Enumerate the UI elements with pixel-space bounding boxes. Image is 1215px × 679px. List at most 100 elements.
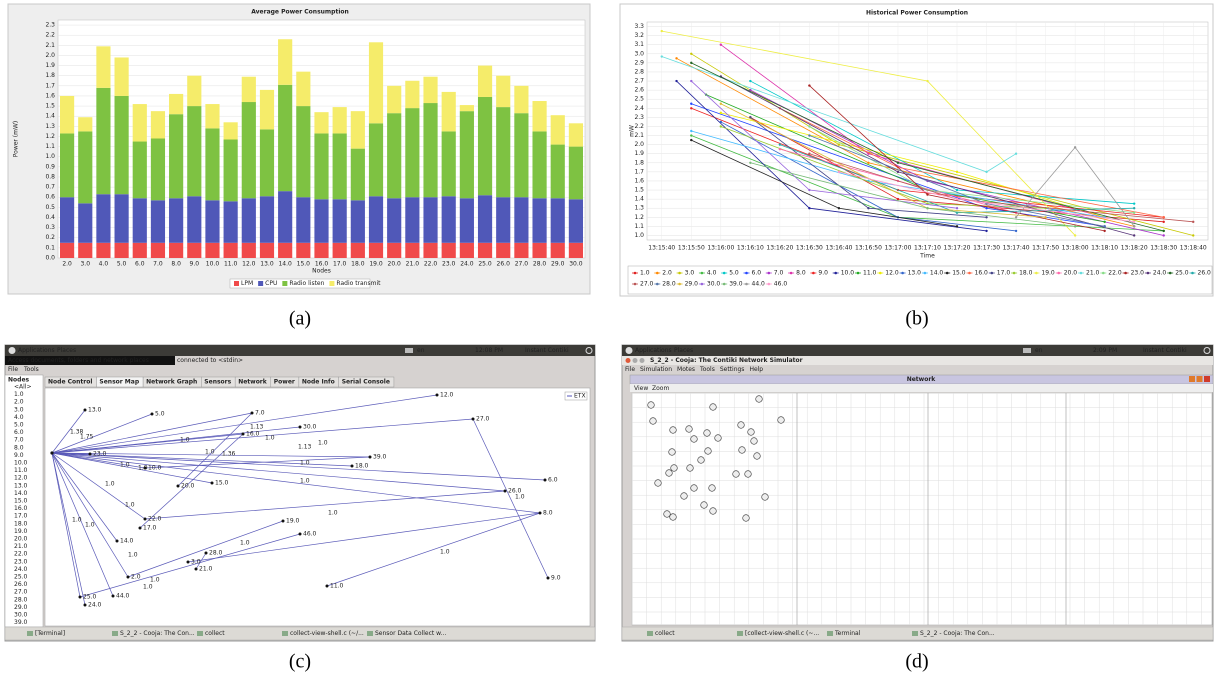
data-point bbox=[1103, 221, 1105, 223]
mote[interactable] bbox=[655, 480, 662, 487]
bar-segment bbox=[514, 243, 528, 258]
bar-segment bbox=[78, 203, 92, 242]
data-point bbox=[720, 103, 722, 105]
mote[interactable] bbox=[739, 447, 746, 454]
mote[interactable] bbox=[778, 417, 785, 424]
bar-segment bbox=[187, 196, 201, 243]
legend-label: 18.0 bbox=[1019, 270, 1033, 277]
mote[interactable] bbox=[743, 515, 750, 522]
caption: (b) bbox=[905, 308, 928, 330]
data-point bbox=[661, 55, 663, 57]
bar-segment bbox=[478, 243, 492, 258]
window-button[interactable] bbox=[1204, 376, 1210, 382]
data-point bbox=[838, 207, 840, 209]
data-point bbox=[661, 30, 663, 32]
legend-marker bbox=[1124, 272, 1127, 275]
bar-segment bbox=[405, 108, 419, 197]
data-point bbox=[749, 80, 751, 82]
taskbar-icon bbox=[112, 631, 118, 636]
map-node bbox=[79, 596, 82, 599]
map-node bbox=[89, 453, 92, 456]
y-tick-label: 2.1 bbox=[634, 132, 644, 139]
map-node bbox=[326, 585, 329, 588]
mote[interactable] bbox=[691, 436, 698, 443]
bar-segment bbox=[387, 113, 401, 198]
mote[interactable] bbox=[664, 511, 671, 518]
x-axis-label: Time bbox=[919, 253, 935, 260]
mote[interactable] bbox=[710, 508, 717, 515]
bar-segment bbox=[78, 117, 92, 131]
bar-segment bbox=[496, 243, 510, 258]
mote[interactable] bbox=[709, 485, 716, 492]
mote[interactable] bbox=[666, 470, 673, 477]
network-menu: View bbox=[634, 385, 648, 392]
y-tick-label: 2.4 bbox=[634, 105, 644, 112]
mote[interactable] bbox=[762, 494, 769, 501]
mote[interactable] bbox=[687, 465, 694, 472]
window-button[interactable] bbox=[1189, 376, 1195, 382]
top-menu: Applications bbox=[635, 347, 672, 354]
window-button[interactable] bbox=[1197, 376, 1203, 382]
legend-label: 25.0 bbox=[1175, 270, 1189, 277]
bar-segment bbox=[387, 243, 401, 258]
window-button[interactable] bbox=[626, 358, 631, 363]
mote[interactable] bbox=[738, 422, 745, 429]
window-button[interactable] bbox=[640, 358, 645, 363]
mote[interactable] bbox=[681, 493, 688, 500]
y-tick-label: 3.1 bbox=[634, 41, 644, 48]
window-title: connected to <stdin> bbox=[177, 357, 243, 364]
mote[interactable] bbox=[671, 465, 678, 472]
mote[interactable] bbox=[704, 430, 711, 437]
bar-segment bbox=[151, 111, 165, 138]
data-point bbox=[1133, 212, 1135, 214]
data-point bbox=[720, 121, 722, 123]
window-button[interactable] bbox=[633, 358, 638, 363]
map-node bbox=[139, 527, 142, 530]
mote[interactable] bbox=[733, 471, 740, 478]
legend-marker bbox=[1191, 272, 1194, 275]
x-tick-label: 27.0 bbox=[515, 261, 529, 268]
map-node-label: 46.0 bbox=[303, 531, 317, 538]
mote[interactable] bbox=[691, 485, 698, 492]
map-node bbox=[112, 595, 115, 598]
bar-segment bbox=[296, 72, 310, 106]
map-node-label: 23.0 bbox=[93, 451, 107, 458]
bar-segment bbox=[369, 243, 383, 258]
mote[interactable] bbox=[751, 438, 758, 445]
mote[interactable] bbox=[701, 502, 708, 509]
mote[interactable] bbox=[754, 453, 761, 460]
data-point bbox=[956, 189, 958, 191]
bar-segment bbox=[96, 46, 110, 88]
edge-label: 1.0 bbox=[318, 440, 328, 447]
bar-segment bbox=[333, 107, 347, 133]
bar-segment bbox=[333, 133, 347, 199]
mote[interactable] bbox=[748, 429, 755, 436]
mote[interactable] bbox=[710, 404, 717, 411]
node-list-item: 28.0 bbox=[14, 596, 28, 603]
mote[interactable] bbox=[669, 449, 676, 456]
mote[interactable] bbox=[745, 471, 752, 478]
mote[interactable] bbox=[686, 426, 693, 433]
y-tick-label: 1.1 bbox=[634, 223, 644, 230]
mote[interactable] bbox=[650, 418, 657, 425]
taskbar-icon bbox=[827, 631, 833, 636]
bar-segment bbox=[442, 196, 456, 243]
y-tick-label: 1.2 bbox=[45, 133, 55, 140]
mote[interactable] bbox=[698, 457, 705, 464]
bar-segment bbox=[224, 122, 238, 139]
mote[interactable] bbox=[670, 427, 677, 434]
map-node-label: 10.0 bbox=[148, 465, 162, 472]
legend-marker bbox=[634, 272, 637, 275]
mote[interactable] bbox=[715, 435, 722, 442]
mote[interactable] bbox=[756, 396, 763, 403]
edge-label: 1.0 bbox=[85, 522, 95, 529]
bar-segment bbox=[133, 243, 147, 258]
node-list-item: 22.0 bbox=[14, 551, 28, 558]
y-tick-label: 1.9 bbox=[45, 62, 55, 69]
bar-segment bbox=[333, 199, 347, 243]
x-tick-label: 28.0 bbox=[533, 261, 547, 268]
mote[interactable] bbox=[705, 448, 712, 455]
mote[interactable] bbox=[648, 402, 655, 409]
legend-label: 22.0 bbox=[1108, 270, 1122, 277]
mote[interactable] bbox=[670, 514, 677, 521]
